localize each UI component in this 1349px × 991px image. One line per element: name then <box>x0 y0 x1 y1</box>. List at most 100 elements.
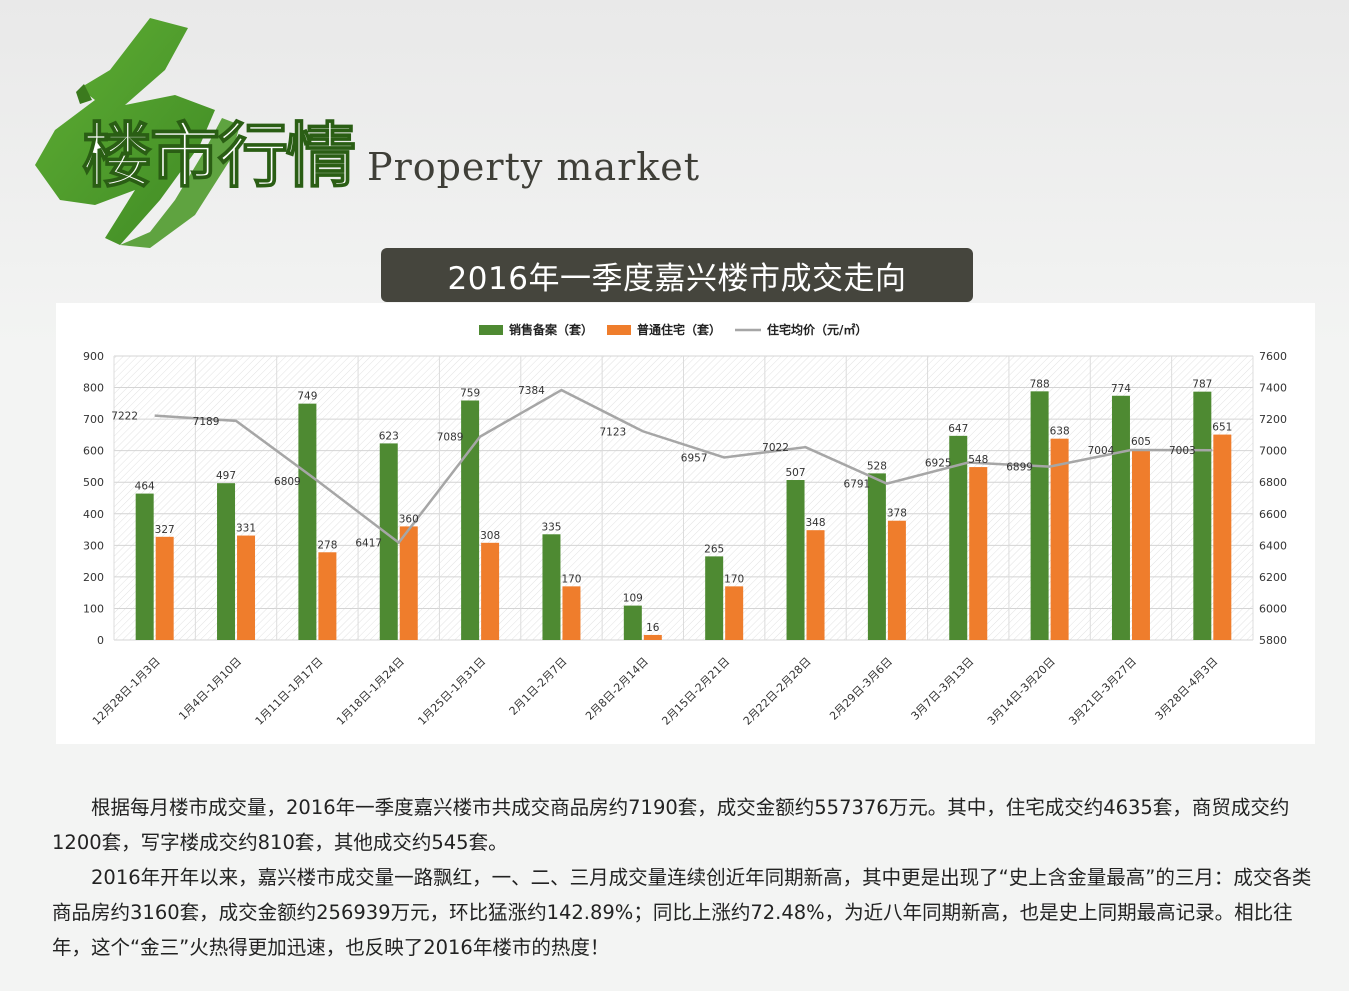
bar-sales-filing <box>298 403 317 640</box>
y-left-tick-label: 900 <box>83 350 104 363</box>
bar-ordinary-residence <box>562 586 581 640</box>
x-tick-label: 2月8日-2月14日 <box>583 655 651 723</box>
data-label-avg-price: 7022 <box>762 442 789 454</box>
y-right-tick-label: 6600 <box>1259 508 1287 521</box>
data-label-sales-filing: 528 <box>867 460 887 472</box>
bar-ordinary-residence <box>1213 434 1232 640</box>
y-right-tick-label: 6200 <box>1259 571 1287 584</box>
data-label-avg-price: 7384 <box>518 385 545 397</box>
data-label-sales-filing: 787 <box>1192 379 1212 391</box>
article-paragraph-1: 根据每月楼市成交量，2016年一季度嘉兴楼市共成交商品房约7190套，成交金额约… <box>52 796 1290 854</box>
y-left-tick-label: 0 <box>97 634 104 647</box>
data-label-sales-filing: 265 <box>704 543 724 555</box>
data-label-ordinary-residence: 360 <box>399 513 419 525</box>
y-left-tick-label: 200 <box>83 571 104 584</box>
data-label-sales-filing: 109 <box>623 593 643 605</box>
chart-panel: 销售备案（套） 普通住宅（套） 住宅均价（元/㎡） 464 327 497 331 749 2… <box>56 303 1315 744</box>
bar-ordinary-residence <box>237 535 256 640</box>
data-label-sales-filing: 507 <box>786 467 806 479</box>
legend-label: 普通住宅（套） <box>637 322 721 337</box>
y-right-tick-label: 7400 <box>1259 382 1287 395</box>
data-label-avg-price: 7089 <box>437 432 464 444</box>
title-english: Property market <box>367 145 700 189</box>
price-line-path <box>154 388 1213 545</box>
y-left-tick-label: 700 <box>83 413 104 426</box>
data-label-avg-price: 6925 <box>925 458 952 470</box>
bar-sales-filing <box>867 473 886 640</box>
y-right-tick-label: 7000 <box>1259 445 1287 458</box>
x-tick-label: 3月7日-3月13日 <box>909 655 977 723</box>
data-label-sales-filing: 623 <box>379 430 399 442</box>
article: 根据每月楼市成交量，2016年一季度嘉兴楼市共成交商品房约7190套，成交金额约… <box>52 790 1314 965</box>
bar-sales-filing <box>135 493 154 640</box>
y-right-tick-label: 6800 <box>1259 476 1287 489</box>
bar-ordinary-residence <box>887 520 906 640</box>
bar-sales-filing <box>949 435 968 640</box>
x-tick-label: 3月14日-3月20日 <box>985 655 1058 728</box>
x-tick-label: 3月28日-4月3日 <box>1153 655 1221 723</box>
x-tick-label: 2月22日-2月28日 <box>741 655 814 728</box>
data-label-avg-price: 6899 <box>1006 462 1033 474</box>
bar-ordinary-residence <box>806 530 825 640</box>
section-header: 楼市行情 Property market <box>0 0 760 250</box>
bars <box>135 391 1232 640</box>
y-left-tick-label: 400 <box>83 508 104 521</box>
data-label-ordinary-residence: 638 <box>1050 426 1070 438</box>
bar-ordinary-residence <box>969 467 988 640</box>
bar-sales-filing <box>461 400 480 640</box>
bar-ordinary-residence <box>1131 449 1150 640</box>
data-label-sales-filing: 759 <box>460 387 480 399</box>
data-label-ordinary-residence: 308 <box>480 530 500 542</box>
bar-sales-filing <box>379 443 398 640</box>
data-label-ordinary-residence: 331 <box>236 523 256 535</box>
data-label-avg-price: 6957 <box>681 452 708 464</box>
y-right-tick-label: 7200 <box>1259 413 1287 426</box>
y-right-tick-label: 6000 <box>1259 602 1287 615</box>
x-tick-label: 1月18日-1月24日 <box>334 655 407 728</box>
x-tick-label: 3月21日-3月27日 <box>1066 655 1139 728</box>
data-label-avg-price: 6809 <box>274 476 301 488</box>
bar-sales-filing <box>705 556 724 640</box>
data-label-ordinary-residence: 651 <box>1212 422 1232 434</box>
data-label-avg-price: 6417 <box>355 538 382 550</box>
x-tick-label: 1月25日-1月31日 <box>415 655 488 728</box>
data-labels: 464 327 497 331 749 278 623 360 759 308 335 170 109 1… <box>111 378 1232 634</box>
bar-sales-filing <box>1111 395 1130 640</box>
bar-sales-filing <box>786 480 805 640</box>
data-label-avg-price: 7222 <box>111 411 138 423</box>
legend-swatch <box>479 325 503 335</box>
x-tick-label: 2月15日-2月21日 <box>659 655 732 728</box>
data-label-avg-price: 7189 <box>193 416 220 428</box>
data-label-ordinary-residence: 170 <box>724 573 744 585</box>
data-label-avg-price: 6791 <box>844 479 871 491</box>
data-label-sales-filing: 464 <box>135 481 155 493</box>
data-label-ordinary-residence: 278 <box>317 539 337 551</box>
bar-sales-filing <box>623 605 642 640</box>
brush-stroke-icon <box>35 18 240 248</box>
legend-label: 销售备案（套） <box>509 322 593 337</box>
data-label-ordinary-residence: 327 <box>155 524 175 536</box>
price-line <box>154 388 1213 545</box>
y-right-tick-label: 5800 <box>1259 634 1287 647</box>
bar-sales-filing <box>1193 391 1212 640</box>
y-left-tick-label: 500 <box>83 476 104 489</box>
chart-title: 2016年一季度嘉兴楼市成交走向 <box>381 248 973 302</box>
data-label-ordinary-residence: 16 <box>646 622 660 634</box>
x-tick-label: 1月11日-1月17日 <box>253 655 326 728</box>
data-label-ordinary-residence: 348 <box>806 517 826 529</box>
y-left-tick-label: 600 <box>83 445 104 458</box>
x-tick-label: 2月1日-2月7日 <box>507 655 570 718</box>
bar-ordinary-residence <box>725 586 744 640</box>
bar-ordinary-residence <box>481 542 500 640</box>
data-label-ordinary-residence: 548 <box>968 454 988 466</box>
data-label-sales-filing: 774 <box>1111 383 1131 395</box>
bar-sales-filing <box>1030 391 1049 640</box>
data-label-ordinary-residence: 605 <box>1131 436 1151 448</box>
data-label-sales-filing: 788 <box>1030 378 1050 390</box>
data-label-sales-filing: 335 <box>541 521 561 533</box>
data-label-avg-price: 7004 <box>1088 445 1115 457</box>
bar-ordinary-residence <box>643 634 662 640</box>
data-label-sales-filing: 497 <box>216 470 236 482</box>
bar-ordinary-residence <box>399 526 418 640</box>
title-chinese: 楼市行情 <box>82 115 355 197</box>
